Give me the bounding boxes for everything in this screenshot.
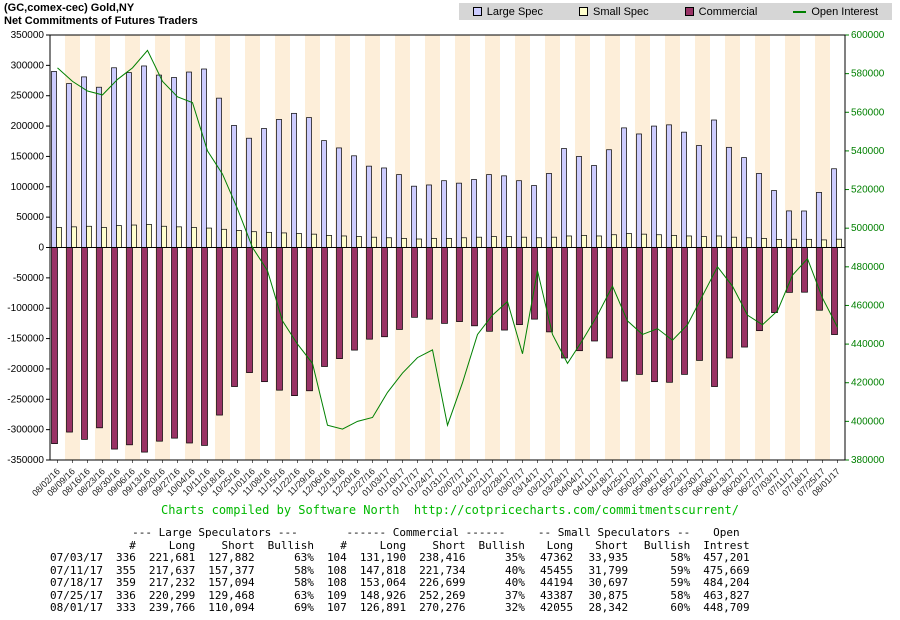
svg-text:600000: 600000	[851, 30, 885, 41]
svg-text:480000: 480000	[851, 262, 885, 273]
table-cell: 359	[103, 577, 136, 590]
svg-text:580000: 580000	[851, 69, 885, 80]
table-cell: ------ Commercial ------	[314, 527, 525, 540]
legend-box-swatch	[473, 7, 482, 16]
table-cell: 107	[314, 602, 347, 615]
chart-title-line2: Net Commitments of Futures Traders	[4, 15, 198, 28]
table-group-header-row: --- Large Speculators --------- Commerci…	[50, 527, 750, 540]
legend: Large Spec Small Spec Commercial Open Inter…	[459, 3, 892, 20]
left-axis: -350000 -300000 -250000 -200000 -150000 -1000…	[7, 30, 50, 466]
legend-item-open-interest: Open Interest	[793, 6, 878, 18]
svg-text:-200000: -200000	[7, 364, 44, 375]
svg-text:380000: 380000	[851, 455, 885, 466]
svg-text:560000: 560000	[851, 107, 885, 118]
right-axis: 380000 400000 420000 440000 460000 480000 5000…	[845, 30, 885, 466]
table-cell: 07/03/17	[50, 552, 103, 565]
svg-text:300000: 300000	[11, 60, 45, 71]
table-cell: 59%	[628, 577, 690, 590]
svg-text:-350000: -350000	[7, 455, 44, 466]
svg-text:500000: 500000	[851, 223, 885, 234]
table-cell	[50, 527, 103, 540]
legend-label: Commercial	[699, 6, 758, 18]
table-cell: 110,094	[195, 602, 254, 615]
table-cell: 270,276	[406, 602, 465, 615]
table-cell: 44194	[525, 577, 573, 590]
table-cell: 126,891	[347, 602, 406, 615]
table-cell: 217,232	[136, 577, 195, 590]
table-cell: 333	[103, 602, 136, 615]
svg-text:-300000: -300000	[7, 425, 44, 436]
svg-text:0: 0	[38, 243, 44, 254]
chart-title: (GC,comex-cec) Gold,NY Net Commitments o…	[4, 2, 198, 28]
table-cell: 60%	[628, 602, 690, 615]
svg-text:440000: 440000	[851, 339, 885, 350]
legend-label: Large Spec	[487, 6, 543, 18]
table-cell: 104	[314, 552, 347, 565]
table-cell: 153,064	[347, 577, 406, 590]
table-cell: 239,766	[136, 602, 195, 615]
legend-item-commercial: Commercial	[685, 6, 758, 18]
table-cell: 40%	[466, 577, 525, 590]
table-cell: 238,416	[406, 552, 465, 565]
svg-text:50000: 50000	[16, 212, 44, 223]
legend-item-small-spec: Small Spec	[579, 6, 649, 18]
svg-text:150000: 150000	[11, 151, 45, 162]
table-cell: 07/18/17	[50, 577, 103, 590]
table-row: 07/03/17336221,681127,88263%104131,19023…	[50, 552, 750, 565]
chart-title-line1: (GC,comex-cec) Gold,NY	[4, 2, 198, 15]
table-cell: 32%	[466, 602, 525, 615]
svg-text:-100000: -100000	[7, 303, 44, 314]
table-cell: 33,935	[573, 552, 628, 565]
table-cell: 35%	[466, 552, 525, 565]
table-cell: 127,882	[195, 552, 254, 565]
legend-label: Open Interest	[811, 6, 878, 18]
legend-box-swatch	[685, 7, 694, 16]
svg-text:400000: 400000	[851, 416, 885, 427]
table-cell: 28,342	[573, 602, 628, 615]
svg-text:-50000: -50000	[13, 273, 45, 284]
table-cell: 221,681	[136, 552, 195, 565]
table-row: 08/01/17333239,766110,09469%107126,89127…	[50, 602, 750, 615]
table-cell: --- Large Speculators ---	[103, 527, 314, 540]
table-row: 07/18/17359217,232157,09458%108153,06422…	[50, 577, 750, 590]
credit-line: Charts compiled by Software North http:/…	[0, 503, 900, 517]
table-cell: Open	[690, 527, 749, 540]
svg-text:250000: 250000	[11, 91, 45, 102]
svg-text:-150000: -150000	[7, 334, 44, 345]
table-cell: 58%	[255, 577, 314, 590]
table-cell: -- Small Speculators --	[525, 527, 690, 540]
x-axis-labels: 08/02/1608/09/1608/16/1608/23/1608/30/16…	[30, 460, 842, 498]
table-cell: 226,699	[406, 577, 465, 590]
table-cell: 448,709	[690, 602, 749, 615]
table-cell: 457,201	[690, 552, 749, 565]
table-cell: 08/01/17	[50, 602, 103, 615]
svg-text:520000: 520000	[851, 185, 885, 196]
table-cell: 42055	[525, 602, 573, 615]
svg-text:200000: 200000	[11, 121, 45, 132]
cot-chart-svg: -350000 -300000 -250000 -200000 -150000 -1000…	[0, 0, 900, 505]
legend-item-large-spec: Large Spec	[473, 6, 543, 18]
legend-box-swatch	[579, 7, 588, 16]
table-cell: 30,697	[573, 577, 628, 590]
svg-text:350000: 350000	[11, 30, 45, 41]
table-cell: 336	[103, 552, 136, 565]
table-cell: 484,204	[690, 577, 749, 590]
table-cell: 131,190	[347, 552, 406, 565]
legend-line-swatch	[793, 11, 806, 13]
svg-text:420000: 420000	[851, 378, 885, 389]
table-cell: 63%	[255, 552, 314, 565]
svg-text:100000: 100000	[11, 182, 45, 193]
table-cell: 157,094	[195, 577, 254, 590]
table-cell: 47362	[525, 552, 573, 565]
table-cell: 69%	[255, 602, 314, 615]
table-cell: 108	[314, 577, 347, 590]
svg-text:460000: 460000	[851, 300, 885, 311]
legend-label: Small Spec	[593, 6, 649, 18]
table-cell: 58%	[628, 552, 690, 565]
svg-text:540000: 540000	[851, 146, 885, 157]
cot-table: --- Large Speculators --------- Commerci…	[50, 527, 750, 615]
svg-text:-250000: -250000	[7, 394, 44, 405]
